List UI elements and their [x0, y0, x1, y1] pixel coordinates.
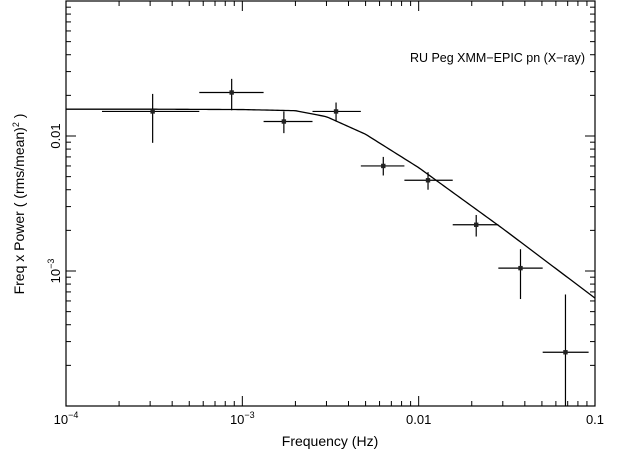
data-point — [452, 214, 499, 237]
x-tick-label-exponent: −3 — [244, 410, 254, 420]
y-axis-label-end: ) — [11, 114, 27, 123]
data-point — [498, 249, 543, 300]
data-point — [404, 172, 453, 190]
y-tick-label-base: 0.01 — [48, 123, 63, 148]
x-tick-label-exponent: −4 — [68, 410, 78, 420]
x-tick-label: 0.01 — [406, 412, 431, 427]
x-tick-label-base: 10 — [54, 412, 68, 427]
point-marker — [563, 350, 568, 355]
x-tick-label-base: 0.01 — [406, 412, 431, 427]
point-marker — [150, 109, 155, 114]
data-points — [101, 78, 589, 406]
y-tick-label: 0.01 — [48, 123, 63, 148]
point-marker — [229, 90, 234, 95]
x-tick-label-base: 10 — [230, 412, 244, 427]
point-marker — [425, 178, 431, 183]
point-marker — [381, 163, 386, 169]
y-axis-label: Freq x Power ( (rms/mean)2 ) — [11, 114, 27, 295]
y-tick-label: 10−3 — [46, 259, 63, 284]
plot-frame — [65, 0, 596, 407]
x-tick-labels: 10−4 10−3 0.01 0.1 — [54, 410, 604, 427]
model-curve — [66, 108, 596, 299]
data-point — [312, 102, 361, 121]
x-tick-label-base: 0.1 — [586, 412, 604, 427]
point-marker — [333, 109, 339, 114]
point-marker — [518, 265, 523, 271]
point-marker — [281, 119, 287, 124]
x-tick-label: 0.1 — [586, 412, 604, 427]
data-point — [199, 78, 264, 111]
y-axis-label-main: Freq x Power ( (rms/mean) — [11, 127, 27, 294]
y-tick-labels: 10−3 0.01 — [46, 123, 63, 283]
data-point — [360, 156, 405, 176]
y-axis-label-superscript: 2 — [11, 122, 21, 127]
data-point — [542, 294, 589, 406]
x-tick-label: 10−4 — [54, 410, 79, 427]
point-marker — [474, 222, 479, 227]
data-point — [101, 93, 200, 143]
x-tick-label: 10−3 — [230, 410, 255, 427]
y-tick-label-exponent: −3 — [46, 259, 56, 269]
y-tick-label-base: 10 — [48, 269, 63, 283]
major-ticks — [65, 1, 596, 406]
chart-annotation: RU Peg XMM−EPIC pn (X−ray) — [410, 51, 585, 65]
minor-ticks — [66, 1, 595, 406]
x-axis-label: Frequency (Hz) — [282, 433, 378, 449]
data-point — [263, 111, 313, 134]
